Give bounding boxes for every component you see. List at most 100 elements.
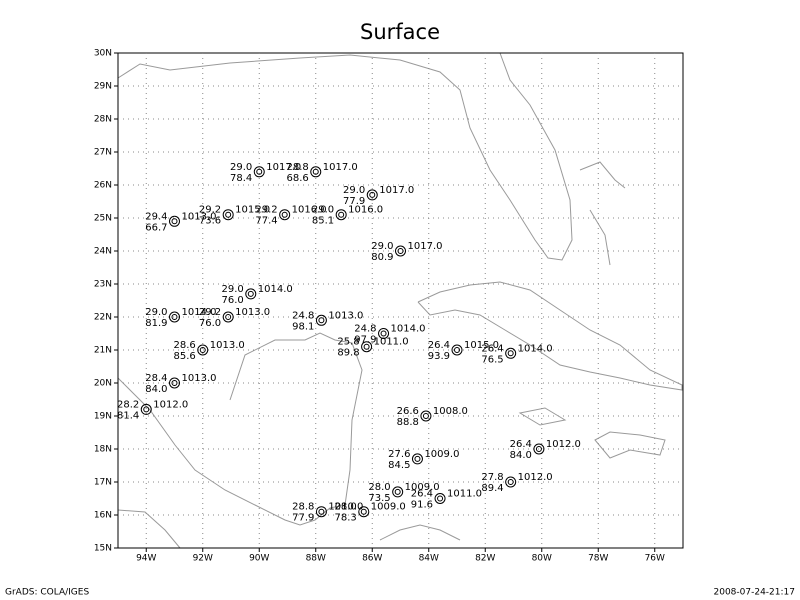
station-temperature: 25.8 [337,337,359,348]
y-tick-label: 27N [94,148,112,158]
station-temperature: 29.2 [199,205,221,216]
x-tick-label: 88W [306,554,326,564]
station-pressure: 1013.0 [328,310,363,321]
station-marker-inner [171,380,178,386]
x-tick-label: 94W [136,554,156,564]
station-dewpoint: 84.0 [145,384,167,395]
station-marker-inner [312,168,319,175]
station-pressure: 1008.0 [433,406,468,417]
station-pressure: 1014.0 [518,343,553,354]
station-marker-inner [199,347,206,353]
station-temperature: 26.4 [411,489,433,500]
station-dewpoint: 84.5 [388,460,410,471]
station-dewpoint: 81.9 [145,318,167,329]
station-pressure: 1014.0 [258,284,293,295]
station-marker [505,347,517,359]
coast-cuba [417,281,683,391]
station-marker [222,311,234,323]
station-temperature: 29.0 [222,284,244,295]
station-marker-inner [422,413,429,419]
station-temperature: 29.0 [343,185,365,196]
station-marker-inner [397,248,404,254]
y-tick-label: 25N [94,214,112,224]
coast-us-florida [117,52,573,261]
station-temperature: 29.0 [145,307,167,318]
station-marker-inner [225,314,232,320]
station-marker-inner [360,508,367,515]
station-marker-inner [454,347,460,353]
y-tick-label: 30N [94,49,112,59]
y-tick-label: 21N [94,346,112,356]
y-tick-label: 15N [94,544,112,554]
station-dewpoint: 77.9 [343,196,365,207]
station-dewpoint: 77.4 [255,216,277,227]
y-tick-label: 26N [94,181,112,191]
station-marker-inner [171,314,178,320]
station-marker-inner [318,508,325,515]
station-dewpoint: 88.8 [397,417,419,428]
station-temperature: 28.6 [173,340,195,351]
station-marker [169,311,180,323]
station-pressure: 1014.0 [182,307,217,318]
station-pressure: 1016.0 [292,205,327,216]
station-marker [395,245,406,257]
station-temperature: 29.2 [255,205,277,216]
station-marker [378,328,390,339]
station-dewpoint: 89.8 [337,348,359,359]
station-marker [222,209,234,221]
x-tick-label: 84W [419,554,439,564]
footer-left: GrADS: COLA/IGES [5,588,89,598]
station-marker-inner [507,350,514,357]
map-title: Surface [360,20,440,44]
station-dewpoint: 97.9 [354,335,376,346]
station-marker-inner [369,191,376,198]
station-marker-inner [507,479,514,485]
station-temperature: 24.8 [292,310,314,321]
station-temperature: 26.4 [428,340,450,351]
station-marker [245,288,257,300]
y-tick-label: 29N [94,82,112,92]
station-pressure: 1013.0 [210,340,245,351]
station-marker-inner [394,488,401,495]
station-marker [315,314,327,326]
station-dewpoint: 73.5 [368,493,390,504]
station-dewpoint: 66.7 [145,222,167,233]
station-marker [315,506,327,518]
x-tick-label: 80W [532,554,552,564]
station-pressure: 1009.0 [371,502,406,513]
y-tick-label: 19N [94,412,112,422]
station-pressure: 1009.0 [424,449,459,460]
station-dewpoint: 98.1 [292,321,314,332]
station-dewpoint: 73.6 [199,216,221,227]
station-dewpoint: 68.6 [286,173,308,184]
x-tick-label: 92W [193,554,213,564]
station-marker [392,486,404,498]
y-tick-label: 18N [94,445,112,455]
station-temperature: 26.6 [397,406,419,417]
station-pressure: 1017.0 [323,162,358,173]
station-pressure: 1012.0 [518,472,553,483]
station-marker [361,341,373,353]
plot-frame [117,52,684,549]
station-temperature: 28.2 [117,399,139,410]
station-marker [451,344,463,356]
station-temperature: 29.0 [312,205,334,216]
coast-pacific [117,509,181,549]
station-dewpoint: 78.3 [335,513,357,524]
station-temperature: 27.8 [481,472,503,483]
station-dewpoint: 85.6 [173,351,195,362]
station-marker-inner [363,343,370,350]
y-tick-label: 22N [94,313,112,323]
station-pressure: 1009.0 [405,482,440,493]
y-tick-label: 23N [94,280,112,290]
station-marker [140,403,152,415]
coast-jamaica [518,407,567,426]
y-tick-label: 24N [94,247,112,257]
station-pressure: 1015.0 [235,205,270,216]
station-pressure: 1011.0 [374,337,409,348]
station-pressure: 1017.0 [379,185,414,196]
station-marker [366,189,378,201]
station-pressure: 1012.0 [153,399,188,410]
